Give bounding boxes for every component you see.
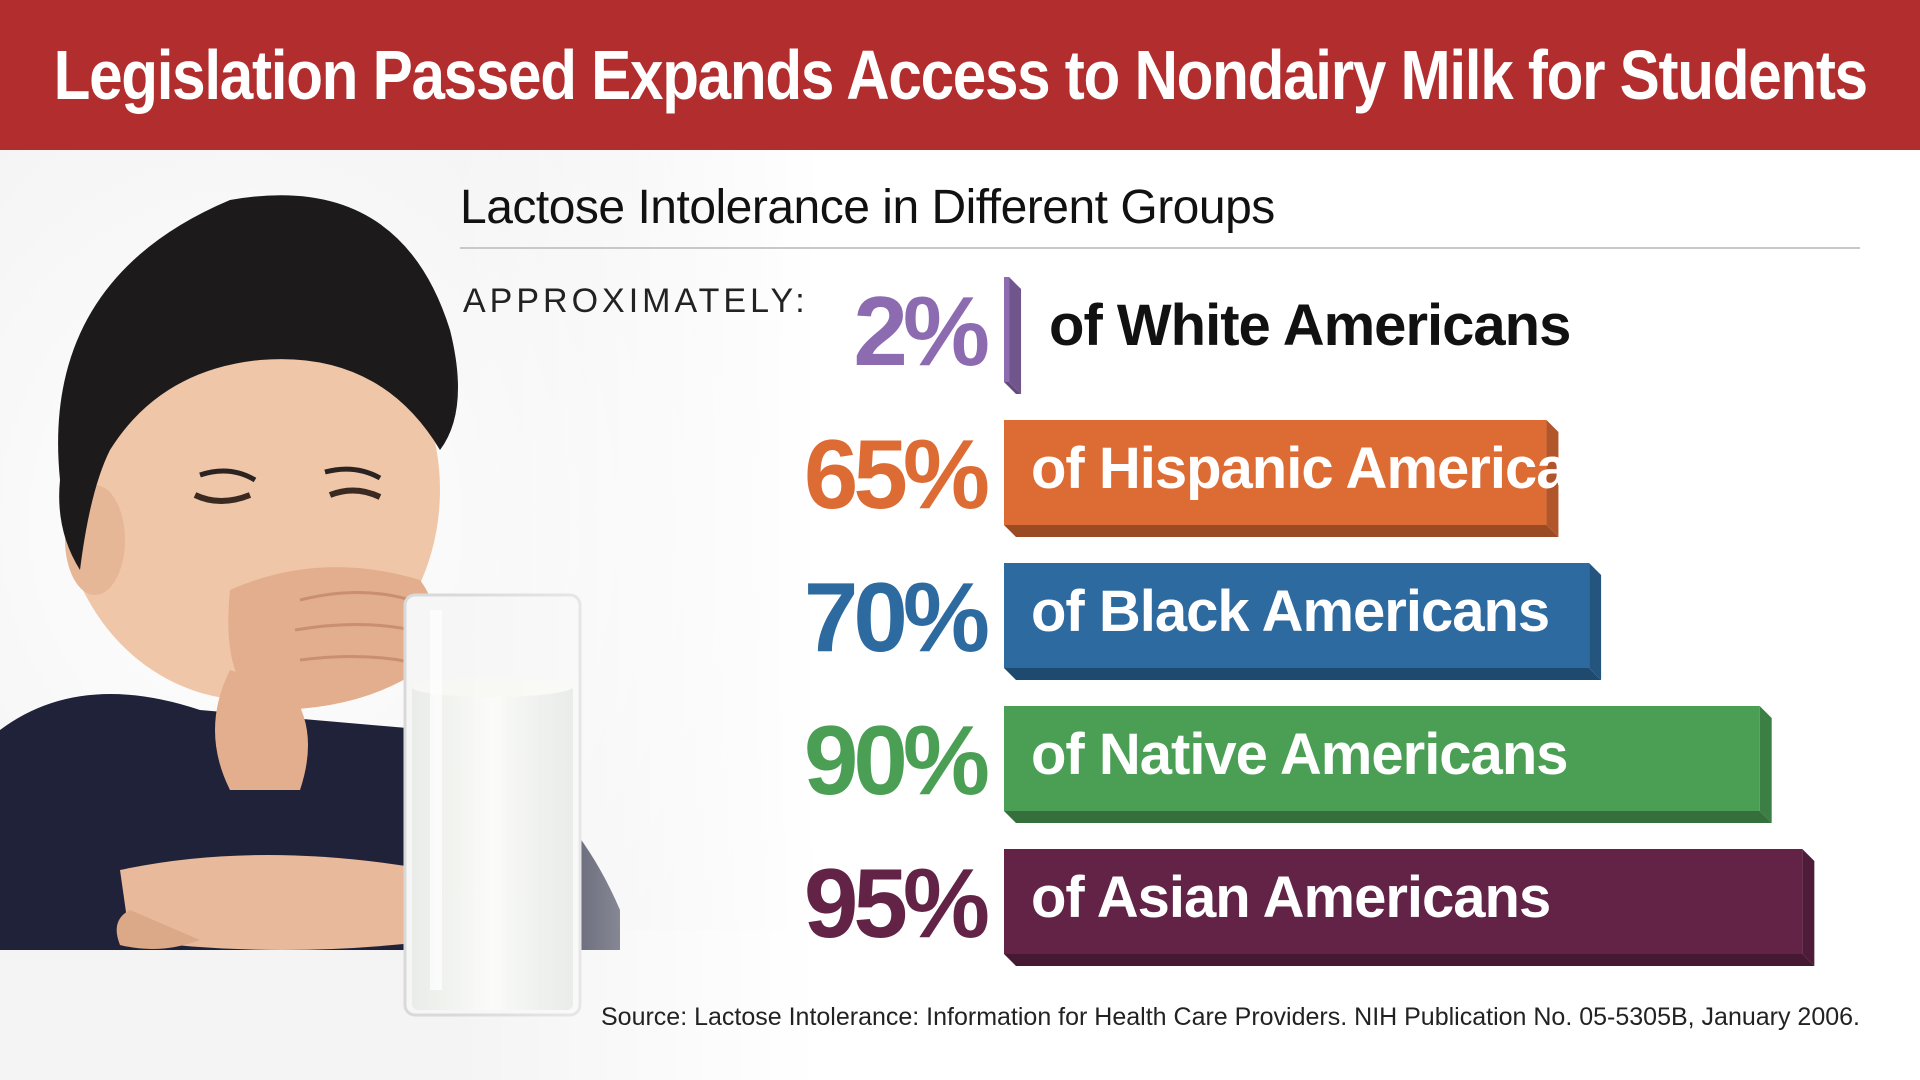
- bar-category-label: of Asian Americans: [1031, 865, 1550, 930]
- title-divider: [460, 247, 1860, 249]
- chart-subtitle: APPROXIMATELY:: [463, 282, 809, 320]
- bar-category-label: of Black Americans: [1031, 579, 1549, 644]
- bar-bottom: [1004, 954, 1815, 966]
- bar-value-label: 70%: [804, 562, 988, 672]
- bar-bottom: [1004, 811, 1772, 823]
- bar-value-label: 65%: [804, 419, 988, 529]
- bar: [1004, 706, 1760, 811]
- header-banner: Legislation Passed Expands Access to Non…: [0, 0, 1920, 150]
- page-title: Legislation Passed Expands Access to Non…: [53, 36, 1868, 114]
- source-citation: Source: Lactose Intolerance: Information…: [600, 1003, 1860, 1031]
- bar-side: [1802, 849, 1815, 966]
- bar-category-label: of White Americans: [1049, 293, 1570, 358]
- bar-bottom: [1004, 525, 1559, 537]
- bar-bottom: [1004, 668, 1602, 680]
- bar: [1004, 563, 1590, 668]
- bar-side: [1759, 706, 1772, 823]
- bar-side: [1546, 420, 1559, 537]
- bar-side: [1009, 277, 1022, 394]
- chart-title: Lactose Intolerance in Different Groups: [460, 181, 1275, 234]
- photo-illustration: [0, 150, 820, 1080]
- bar-side: [1589, 563, 1602, 680]
- bar-category-label: of Native Americans: [1031, 722, 1568, 787]
- bar-bottom: [1004, 382, 1022, 394]
- bar-value-label: 2%: [853, 276, 988, 386]
- bar-category-label: of Hispanic Americans: [1031, 436, 1633, 501]
- photo-fade-overlay: [0, 150, 820, 1080]
- bar-value-label: 95%: [804, 848, 988, 958]
- bar: [1004, 849, 1803, 954]
- bar-value-label: 90%: [804, 705, 988, 815]
- bar: [1004, 277, 1010, 382]
- bar: [1004, 420, 1547, 525]
